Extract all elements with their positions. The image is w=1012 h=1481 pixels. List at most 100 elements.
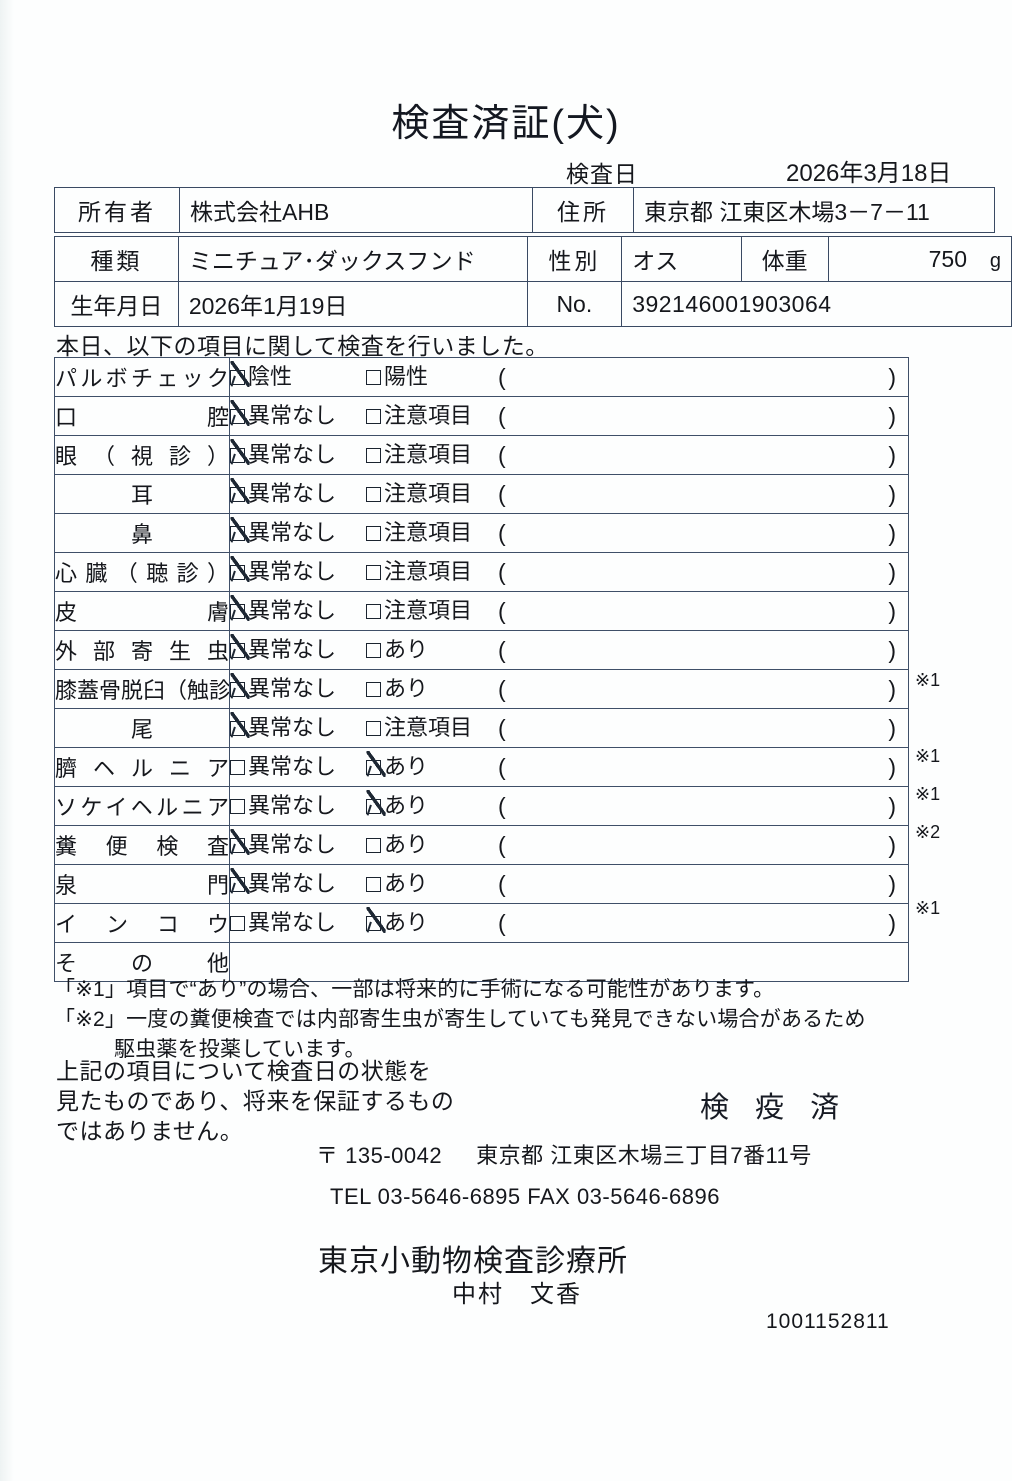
table-row: 尾 異常なし 注意項目 () xyxy=(54,708,909,748)
intro-sentence: 本日、以下の項目に関して検査を行いました。 xyxy=(56,333,549,359)
checkbox-option-b[interactable]: 注意項目 xyxy=(366,398,472,435)
address-label: 住所 xyxy=(532,187,634,233)
table-row: 皮 膚異常なし 注意項目 () xyxy=(54,591,909,631)
checkbox-checked-icon[interactable] xyxy=(366,799,381,814)
checkbox-checked-icon[interactable] xyxy=(230,565,245,580)
checkbox-option-b-label: 注意項目 xyxy=(384,715,473,740)
checkbox-checked-icon[interactable] xyxy=(230,370,245,385)
checklist-item-options: 異常なし あり () xyxy=(229,903,909,943)
checkbox-icon[interactable] xyxy=(366,604,381,619)
checkbox-icon[interactable] xyxy=(366,448,381,463)
checkbox-icon[interactable] xyxy=(366,565,381,580)
footnote-marker: ※1 xyxy=(915,746,941,766)
clinic-address: 〒 135-0042 東京都 江東区木場三丁目7番11号 xyxy=(316,1138,812,1170)
checkbox-icon[interactable] xyxy=(230,799,245,814)
owner-value: 株式会社AHB xyxy=(179,187,533,233)
remark-paren-close: ) xyxy=(888,832,896,858)
checkbox-option-b[interactable]: 注意項目 xyxy=(366,593,472,630)
checkbox-option-a[interactable]: 異常なし xyxy=(230,515,336,552)
checkbox-icon[interactable] xyxy=(366,682,381,697)
checkbox-checked-icon[interactable] xyxy=(366,916,381,931)
checkbox-checked-icon[interactable] xyxy=(230,877,245,892)
checkbox-option-b-label: あり xyxy=(384,832,429,857)
checkbox-checked-icon[interactable] xyxy=(230,721,245,736)
checkbox-option-a[interactable]: 異常なし xyxy=(230,398,336,435)
checkbox-option-b-label: 注意項目 xyxy=(384,442,473,467)
checkbox-checked-icon[interactable] xyxy=(230,643,245,658)
checkbox-checked-icon[interactable] xyxy=(230,604,245,619)
checkbox-option-b[interactable]: 注意項目 xyxy=(366,476,472,513)
checkbox-option-a-label: 異常なし xyxy=(248,910,337,935)
address-value: 東京都 江東区木場3－7－11 xyxy=(633,187,995,233)
checkbox-option-a[interactable]: 異常なし xyxy=(230,671,336,708)
footnote-marker: ※1 xyxy=(915,898,941,918)
checkbox-icon[interactable] xyxy=(366,643,381,658)
checkbox-icon[interactable] xyxy=(230,760,245,775)
disclaimer-line-3: ではありません。 xyxy=(56,1118,244,1144)
checkbox-option-a[interactable]: 異常なし xyxy=(230,554,336,591)
checkbox-icon[interactable] xyxy=(366,877,381,892)
checkbox-checked-icon[interactable] xyxy=(230,487,245,502)
checkbox-checked-icon[interactable] xyxy=(230,526,245,541)
table-row: 耳 異常なし 注意項目 () xyxy=(54,474,909,514)
checklist-item-options: 異常なし あり () xyxy=(229,786,909,826)
checkbox-option-a[interactable]: 異常なし xyxy=(230,476,336,513)
remark-paren-open: ( xyxy=(498,793,506,819)
checklist-item-label: 心臓（聴診） xyxy=(54,552,230,592)
checkbox-option-a[interactable]: 異常なし xyxy=(230,710,336,747)
checkbox-option-b[interactable]: あり xyxy=(366,866,429,903)
breed-value: ミニチュア･ダックスフンド xyxy=(177,236,528,282)
checkbox-option-a[interactable]: 異常なし xyxy=(230,788,336,825)
checkbox-option-a[interactable]: 異常なし xyxy=(230,593,336,630)
checkbox-icon[interactable] xyxy=(366,526,381,541)
checkbox-icon[interactable] xyxy=(366,838,381,853)
checkbox-option-a-label: 異常なし xyxy=(248,442,337,467)
checklist-item-options: 異常なし あり () xyxy=(229,747,909,787)
checkbox-option-a[interactable]: 異常なし xyxy=(230,437,337,474)
checkbox-option-b[interactable]: 注意項目 xyxy=(366,554,472,591)
remark-paren-close: ) xyxy=(888,520,896,546)
table-row: その他 xyxy=(54,942,909,982)
checkbox-option-b-label: あり xyxy=(384,871,429,896)
checklist-item-label-text: 外部寄生虫 xyxy=(55,639,229,664)
remark-paren-open: ( xyxy=(498,715,506,741)
checkbox-checked-icon[interactable] xyxy=(366,760,381,775)
checkbox-option-a[interactable]: 異常なし xyxy=(230,866,336,903)
checkbox-option-b[interactable]: 注意項目 xyxy=(366,437,473,474)
checkbox-icon[interactable] xyxy=(366,487,381,502)
checkbox-option-b[interactable]: 注意項目 xyxy=(366,710,473,747)
checklist-item-options: 異常なし 注意項目 () xyxy=(229,513,909,553)
checkbox-option-a[interactable]: 異常なし xyxy=(230,827,336,864)
checkbox-option-b-label: あり xyxy=(384,754,429,779)
checkbox-option-b[interactable]: 注意項目 xyxy=(366,515,472,552)
checkbox-option-b[interactable]: あり xyxy=(366,632,429,669)
checkbox-option-b[interactable]: あり xyxy=(366,749,429,786)
remark-paren-open: ( xyxy=(498,364,506,390)
birth-label: 生年月日 xyxy=(54,281,179,327)
checkbox-icon[interactable] xyxy=(366,721,381,736)
checkbox-option-b-label: あり xyxy=(384,637,429,662)
checkbox-option-b[interactable]: あり xyxy=(366,788,428,825)
checkbox-checked-icon[interactable] xyxy=(230,838,245,853)
checkbox-icon[interactable] xyxy=(230,916,245,931)
checkbox-option-b[interactable]: あり xyxy=(366,827,429,864)
checkbox-option-b[interactable]: あり xyxy=(366,905,428,942)
checkbox-checked-icon[interactable] xyxy=(230,448,245,463)
remark-paren-close: ) xyxy=(888,793,896,819)
checkbox-option-b[interactable]: 陽性 xyxy=(366,359,428,396)
checklist-item-options: 異常なし 注意項目 () xyxy=(229,435,909,475)
checkbox-option-a[interactable]: 異常なし xyxy=(230,905,337,942)
clinic-postal-code: 〒 135-0042 xyxy=(316,1143,443,1168)
checkbox-option-a[interactable]: 異常なし xyxy=(230,632,336,669)
checkbox-option-a[interactable]: 陰性 xyxy=(230,359,292,396)
checklist-item-label: 臍ヘルニア xyxy=(54,747,230,787)
checkbox-checked-icon[interactable] xyxy=(230,682,245,697)
disclaimer-line-1: 上記の項目について検査日の状態を xyxy=(56,1058,432,1084)
checkbox-option-b[interactable]: あり xyxy=(366,671,428,708)
checkbox-checked-icon[interactable] xyxy=(230,409,245,424)
checkbox-option-a[interactable]: 異常なし xyxy=(230,749,336,786)
remark-paren-close: ) xyxy=(888,442,896,468)
checkbox-icon[interactable] xyxy=(366,409,381,424)
checklist-item-label-text: その他 xyxy=(55,951,229,976)
checkbox-icon[interactable] xyxy=(366,370,381,385)
